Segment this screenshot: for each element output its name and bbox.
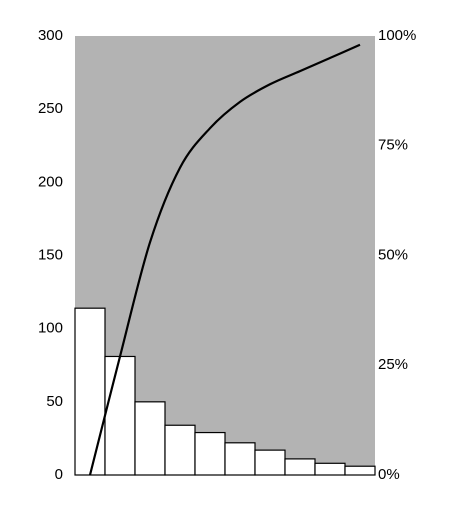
y-tick-label: 150 [38, 246, 63, 263]
y-tick-label: 300 [38, 27, 63, 44]
bar [104, 355, 136, 476]
bar [194, 431, 226, 476]
bar [284, 458, 316, 476]
y-tick-label: 250 [38, 100, 63, 117]
bar [344, 465, 376, 476]
bar [254, 449, 286, 476]
y-tick-label: 200 [38, 173, 63, 190]
cumulative-line [88, 43, 361, 476]
y2-tick-label: 100% [378, 27, 416, 44]
bar [164, 424, 196, 476]
y-tick-label: 0 [55, 466, 63, 483]
y2-tick-label: 50% [378, 246, 408, 263]
y2-tick-label: 75% [378, 137, 408, 154]
bar [74, 307, 106, 476]
y-tick-label: 100 [38, 320, 63, 337]
y-tick-label: 50 [46, 393, 63, 410]
bar [314, 462, 346, 476]
y2-tick-label: 25% [378, 356, 408, 373]
y2-tick-label: 0% [378, 466, 400, 483]
bar [224, 442, 256, 476]
bar [134, 401, 166, 476]
